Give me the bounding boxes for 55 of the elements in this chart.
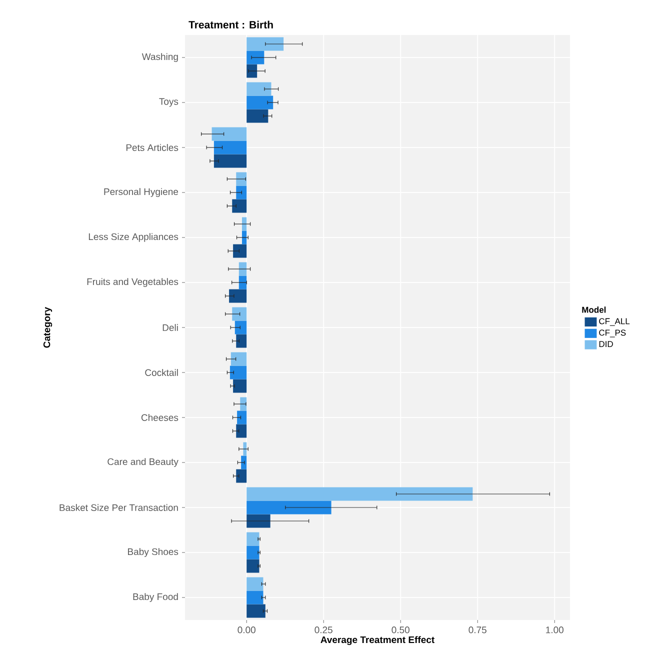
y-tick-label: Care and Beauty	[108, 458, 178, 467]
bar	[236, 469, 247, 483]
y-tick-label: Personal Hygiene	[104, 188, 178, 197]
legend-label: CF_ALL	[599, 318, 630, 326]
legend-title: Model	[582, 306, 606, 313]
y-tick-label: Cheeses	[141, 414, 178, 421]
bar	[233, 244, 247, 258]
bar	[246, 82, 272, 96]
bar	[236, 334, 247, 348]
bar	[246, 96, 274, 110]
y-tick-label: Baby Food	[133, 593, 178, 602]
y-axis-title: Category	[43, 306, 52, 348]
x-tick-label: 1.00	[546, 626, 564, 634]
bar	[230, 366, 247, 380]
bar	[232, 199, 247, 213]
y-tick-label: Deli	[162, 324, 178, 331]
bar	[246, 514, 270, 528]
y-tick-label: Toys	[159, 98, 178, 107]
bar	[229, 289, 247, 303]
bar	[234, 320, 247, 334]
bar	[230, 352, 247, 366]
y-tick-label: Basket Size Per Transaction	[60, 504, 178, 511]
bar	[246, 37, 284, 51]
bar	[246, 487, 473, 501]
x-axis-title: Average Treatment Effect	[320, 636, 434, 646]
bar	[242, 217, 247, 231]
y-tick-label: Baby Shoes	[128, 548, 178, 557]
y-tick-label: Less Size Appliances	[88, 233, 178, 242]
x-tick-label: 0.25	[314, 626, 332, 634]
y-tick-label: Fruits and Vegetables	[87, 278, 178, 287]
bar	[214, 140, 247, 154]
x-tick-label: 0.00	[238, 626, 256, 634]
bar	[237, 410, 247, 424]
bar	[246, 559, 260, 573]
x-tick-label: 0.75	[468, 626, 486, 634]
chart-title: Treatment : Birth	[188, 20, 273, 28]
x-tick-label: 0.50	[392, 626, 410, 634]
legend-label: DID	[599, 341, 613, 347]
bar	[212, 127, 247, 141]
bar	[246, 532, 260, 546]
y-tick-label: Cocktail	[145, 369, 178, 376]
bar	[246, 109, 268, 123]
bar	[246, 577, 264, 591]
bar	[243, 442, 247, 456]
bar	[233, 379, 247, 393]
y-tick-label: Pets Articles	[126, 144, 178, 151]
y-tick-label: Washing	[142, 53, 178, 62]
bar	[242, 230, 247, 244]
bar	[246, 604, 266, 618]
bar	[246, 546, 260, 560]
bar	[214, 154, 247, 168]
bar	[236, 424, 247, 438]
bar	[246, 590, 264, 604]
bar	[236, 186, 247, 200]
legend-label: CF_PS	[599, 330, 626, 338]
